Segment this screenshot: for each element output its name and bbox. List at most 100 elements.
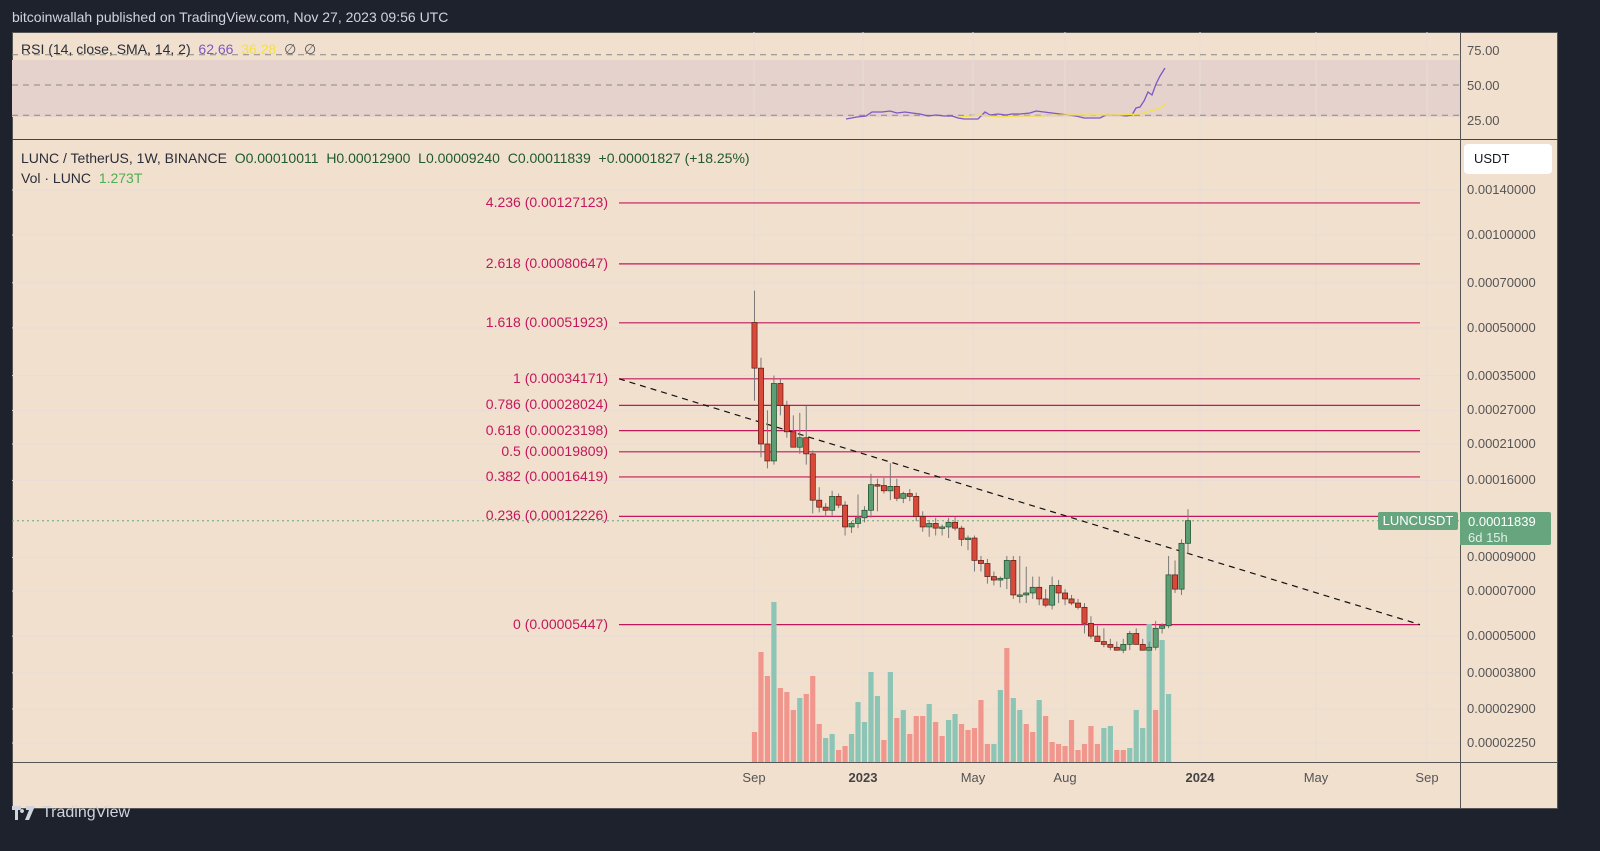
candle-body bbox=[984, 563, 991, 577]
volume-bar bbox=[751, 732, 758, 762]
fib-level-label: 1.618 (0.00051923) bbox=[485, 313, 608, 330]
time-axis-label: 2024 bbox=[1185, 770, 1215, 785]
candle-body bbox=[1042, 598, 1049, 606]
candle-body bbox=[1075, 602, 1081, 608]
volume-bar bbox=[946, 720, 952, 762]
price-axis-label: 0.00035000 bbox=[1467, 367, 1536, 383]
footer-brand: TradingView bbox=[42, 804, 131, 821]
volume-bar bbox=[1146, 624, 1152, 762]
volume-bar bbox=[1017, 710, 1023, 762]
candle-body bbox=[893, 486, 900, 499]
volume-bar bbox=[842, 746, 848, 762]
volume-bar bbox=[1049, 742, 1055, 762]
fib-level-label: 0 (0.00005447) bbox=[513, 615, 608, 632]
volume-bar bbox=[971, 728, 978, 762]
candle-body bbox=[1178, 542, 1185, 590]
volume-bar bbox=[1062, 746, 1068, 762]
candle-body bbox=[1113, 646, 1120, 651]
volume-value: 1.273T bbox=[98, 170, 143, 186]
volume-bar bbox=[1055, 744, 1062, 762]
candle-body bbox=[977, 560, 984, 564]
rsi-axis-label: 75.00 bbox=[1467, 43, 1500, 58]
fib-level-label: 0.236 (0.00012226) bbox=[485, 507, 608, 524]
candle-body bbox=[939, 526, 946, 529]
time-axis-label: May bbox=[1303, 770, 1329, 785]
rsi-sma-value: 36.28 bbox=[241, 41, 277, 57]
candle-body bbox=[770, 383, 777, 462]
volume-bar bbox=[823, 738, 829, 762]
candle-body bbox=[1165, 574, 1172, 627]
candle-body bbox=[829, 496, 836, 511]
volume-bar bbox=[965, 730, 971, 762]
ohlc-open: O0.00010011 bbox=[234, 150, 319, 166]
volume-bar bbox=[855, 702, 861, 762]
candle-body bbox=[835, 496, 842, 506]
volume-bar bbox=[1030, 732, 1036, 762]
ohlc-high: H0.00012900 bbox=[326, 150, 411, 166]
candle-body bbox=[971, 537, 978, 561]
volume-bar bbox=[958, 724, 965, 762]
price-axis-label: 0.00002900 bbox=[1467, 701, 1536, 717]
volume-bar bbox=[894, 718, 900, 762]
candle-body bbox=[958, 527, 965, 540]
candle-body bbox=[945, 521, 952, 528]
candle-body bbox=[1087, 622, 1094, 637]
candle-body bbox=[1003, 560, 1010, 579]
volume-bar bbox=[803, 694, 809, 762]
fib-level-label: 0.786 (0.00028024) bbox=[485, 396, 608, 413]
volume-bar bbox=[836, 750, 842, 762]
rsi-legend[interactable]: RSI (14, close, SMA, 14, 2) 62.66 36.28 … bbox=[21, 41, 316, 58]
fib-level-label: 0.618 (0.00023198) bbox=[485, 421, 608, 438]
ohlc-low: L0.00009240 bbox=[418, 150, 500, 166]
volume-bar bbox=[900, 710, 906, 762]
price-axis-label: 0.00005000 bbox=[1467, 628, 1536, 644]
candle-body bbox=[900, 493, 907, 499]
volume-bar bbox=[952, 714, 958, 762]
pane-separator[interactable] bbox=[12, 139, 1558, 140]
volume-bar bbox=[913, 716, 919, 762]
candle-body bbox=[796, 437, 803, 448]
price-axis-label: 0.00007000 bbox=[1467, 583, 1536, 599]
volume-bar bbox=[1043, 716, 1049, 762]
volume-bar bbox=[1127, 748, 1133, 762]
ohlc-close: C0.00011839 bbox=[507, 150, 591, 166]
rsi-axis-label: 25.00 bbox=[1467, 113, 1500, 128]
price-axis-label: 0.00050000 bbox=[1467, 319, 1536, 335]
candle-body bbox=[1159, 625, 1166, 629]
candle-body bbox=[764, 443, 771, 462]
candle-body bbox=[1081, 606, 1088, 624]
last-price: 0.00011839 bbox=[1468, 514, 1536, 529]
volume-bar bbox=[1107, 726, 1113, 762]
volume-bar bbox=[771, 602, 777, 762]
candle-body bbox=[842, 504, 849, 528]
volume-bar bbox=[777, 688, 783, 762]
fib-level-label: 0.382 (0.00016419) bbox=[485, 467, 608, 484]
rsi-band bbox=[12, 60, 1461, 117]
currency-button[interactable]: USDT bbox=[1464, 144, 1552, 174]
candle-body bbox=[1100, 641, 1107, 645]
volume-bar bbox=[874, 696, 881, 762]
na-icon: ∅ bbox=[304, 41, 317, 57]
price-axis-label: 0.00003800 bbox=[1467, 664, 1536, 680]
volume-bar bbox=[848, 734, 855, 762]
volume-bar bbox=[997, 690, 1003, 762]
candle-body bbox=[990, 576, 997, 581]
volume-bar bbox=[1153, 710, 1159, 762]
trendline[interactable] bbox=[618, 378, 1421, 626]
candle-body bbox=[1062, 592, 1069, 600]
symbol-title: LUNC / TetherUS, 1W, BINANCE bbox=[21, 150, 227, 166]
candle-body bbox=[887, 486, 894, 492]
volume-legend[interactable]: Vol · LUNC 1.273T bbox=[21, 170, 142, 186]
symbol-legend[interactable]: LUNC / TetherUS, 1W, BINANCE O0.00010011… bbox=[21, 150, 750, 166]
candle-body bbox=[848, 523, 855, 528]
rsi-axis-label: 50.00 bbox=[1467, 78, 1500, 93]
na-icon: ∅ bbox=[284, 41, 297, 57]
volume-bar bbox=[939, 736, 945, 762]
candle-body bbox=[874, 484, 881, 487]
candle-body bbox=[906, 493, 913, 497]
volume-bar bbox=[1094, 744, 1101, 762]
volume-bar bbox=[1068, 720, 1075, 762]
price-axis-label: 0.00016000 bbox=[1467, 472, 1536, 488]
rsi-title: RSI (14, close, SMA, 14, 2) bbox=[21, 41, 191, 57]
